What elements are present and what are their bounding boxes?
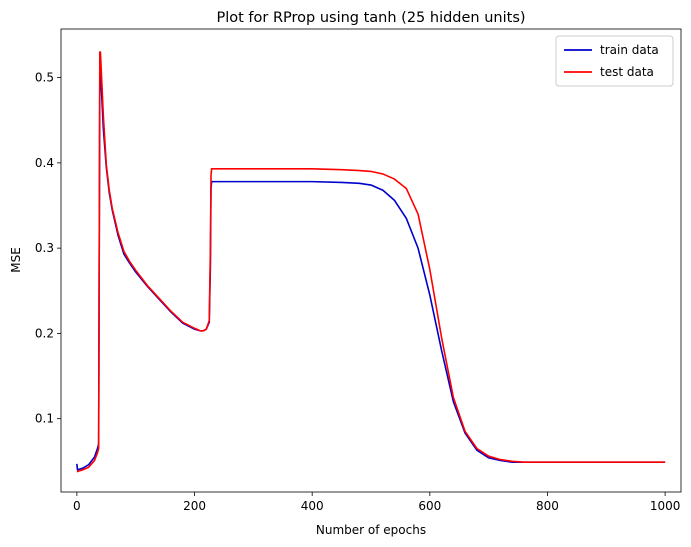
plot-area [60,28,682,493]
x-axis: 0 200 400 600 800 1000 [73,492,680,513]
x-axis-label: Number of epochs [316,523,426,537]
y-tick-label: 0.5 [35,71,54,85]
y-tick-label: 0.2 [35,326,54,340]
x-tick-label: 600 [418,499,441,513]
x-tick-label: 800 [536,499,559,513]
y-tick-label: 0.4 [35,156,54,170]
series-line-test [76,51,666,473]
x-tick-label: 400 [301,499,324,513]
x-tick-label: 0 [73,499,81,513]
axes-spines [60,28,682,493]
x-tick-label: 200 [183,499,206,513]
y-tick-label: 0.3 [35,241,54,255]
legend: train data test data [555,35,674,87]
x-tick-label: 1000 [650,499,681,513]
legend-entry-label: test data [600,65,654,79]
legend-entry-label: train data [600,43,659,57]
chart-title: Plot for RProp using tanh (25 hidden uni… [216,10,525,26]
y-axis-label: MSE [9,247,23,273]
legend-box [555,35,674,87]
y-axis: 0.1 0.2 0.3 0.4 0.5 [35,71,61,426]
y-tick-label: 0.1 [35,412,54,426]
plot-frame [61,29,681,492]
